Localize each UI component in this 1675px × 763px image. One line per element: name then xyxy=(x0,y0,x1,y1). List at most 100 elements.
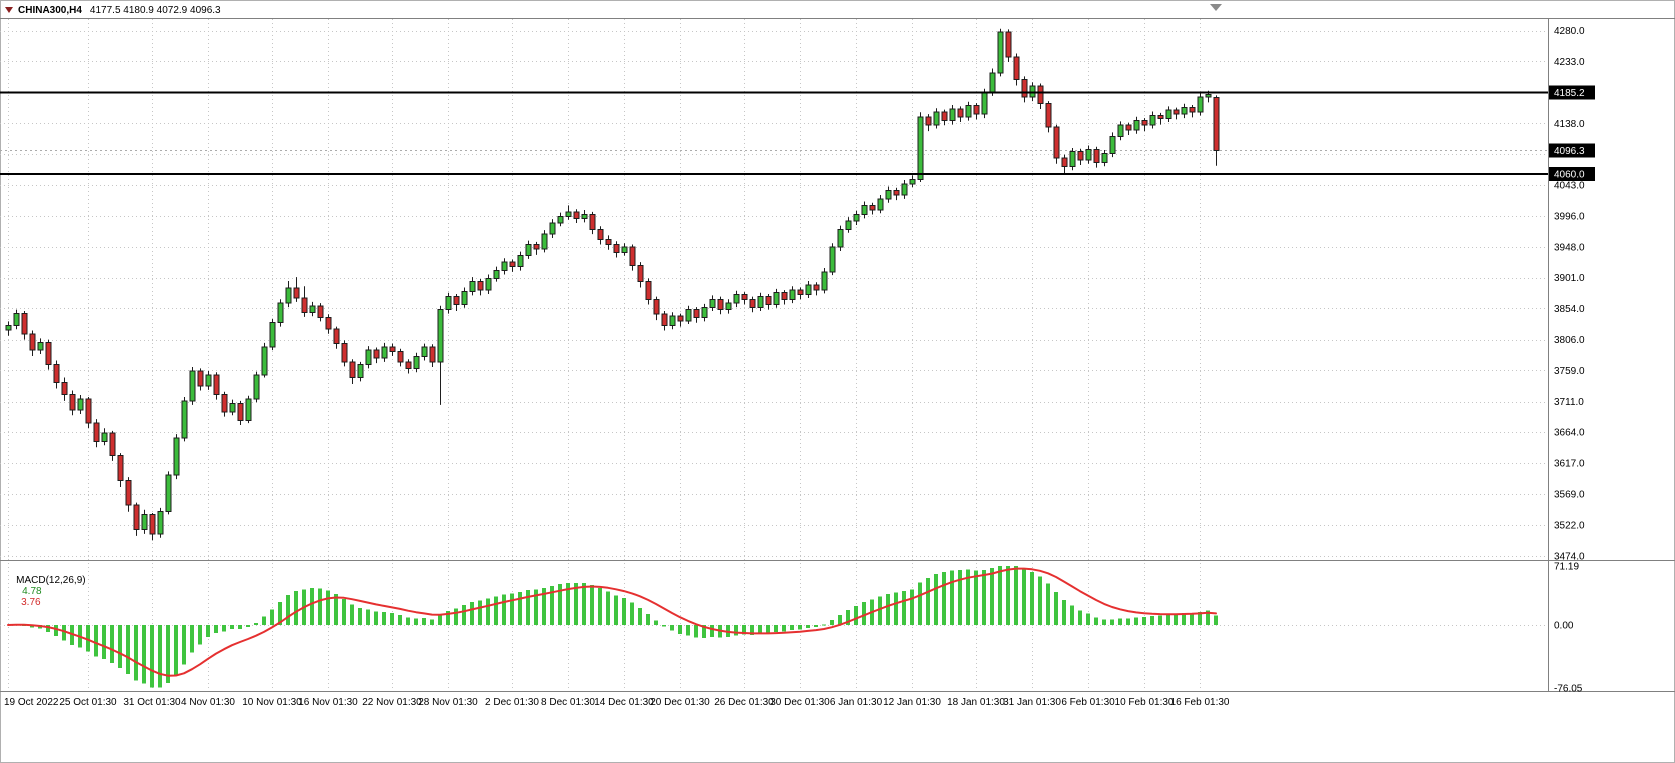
candle xyxy=(877,194,884,214)
svg-text:4185.2: 4185.2 xyxy=(1554,88,1585,99)
candle xyxy=(653,296,660,321)
candle xyxy=(541,230,548,253)
candle xyxy=(661,310,668,331)
candle xyxy=(469,277,476,296)
svg-text:71.19: 71.19 xyxy=(1554,562,1579,573)
candle xyxy=(61,377,68,401)
svg-text:3569.0: 3569.0 xyxy=(1554,490,1585,501)
candle xyxy=(1109,132,1116,158)
candle xyxy=(189,367,196,405)
candle xyxy=(1061,154,1068,174)
svg-text:3474.0: 3474.0 xyxy=(1554,552,1585,563)
candle xyxy=(317,303,324,322)
candle xyxy=(1101,150,1108,167)
candle xyxy=(1173,107,1180,120)
candle xyxy=(301,286,308,317)
macd-line-value: 4.78 xyxy=(22,586,42,597)
svg-text:14 Dec 01:30: 14 Dec 01:30 xyxy=(594,697,654,708)
candle xyxy=(493,266,500,282)
candle xyxy=(709,295,716,311)
candle xyxy=(901,179,908,199)
svg-text:2 Dec 01:30: 2 Dec 01:30 xyxy=(485,697,539,708)
candle xyxy=(397,348,404,367)
candle xyxy=(461,287,468,308)
candle xyxy=(357,361,364,382)
candle xyxy=(685,305,692,325)
svg-text:3901.0: 3901.0 xyxy=(1554,273,1585,284)
candle xyxy=(293,277,300,302)
candle xyxy=(1141,118,1148,132)
svg-text:30 Dec 01:30: 30 Dec 01:30 xyxy=(770,697,830,708)
price-axis[interactable]: 4280.0 4233.0 4138.0 4043.0 3996.0 3948.0 3901… xyxy=(1554,26,1585,562)
svg-text:12 Jan 01:30: 12 Jan 01:30 xyxy=(883,697,941,708)
candle xyxy=(453,294,460,311)
svg-text:3806.0: 3806.0 xyxy=(1554,335,1585,346)
svg-text:3664.0: 3664.0 xyxy=(1554,428,1585,439)
candle xyxy=(1213,95,1220,166)
candle xyxy=(805,281,812,298)
candle xyxy=(813,282,820,296)
svg-text:16 Nov 01:30: 16 Nov 01:30 xyxy=(298,697,358,708)
candle xyxy=(1077,148,1084,165)
candle xyxy=(517,251,524,271)
svg-text:4060.0: 4060.0 xyxy=(1554,170,1585,181)
candle xyxy=(853,210,860,225)
symbol-timeframe-label: CHINA300,H4 xyxy=(18,4,82,16)
svg-text:31 Oct 01:30: 31 Oct 01:30 xyxy=(123,697,181,708)
svg-text:26 Dec 01:30: 26 Dec 01:30 xyxy=(714,697,774,708)
candle xyxy=(1021,76,1028,103)
chart-title: CHINA300,H4 4177.5 4180.9 4072.9 4096.3 xyxy=(5,3,221,17)
candle xyxy=(701,303,708,322)
ohlc-values: 4177.5 4180.9 4072.9 4096.3 xyxy=(89,4,221,16)
candle xyxy=(757,292,764,311)
price-tag: 4185.2 xyxy=(1549,85,1595,100)
svg-text:10 Feb 01:30: 10 Feb 01:30 xyxy=(1115,697,1174,708)
candle xyxy=(205,370,212,390)
time-axis[interactable]: 19 Oct 2022 25 Oct 01:30 31 Oct 01:30 4 Nov… xyxy=(4,697,1230,708)
symbol-dropdown-icon[interactable] xyxy=(5,7,13,13)
chart-shift-marker-icon xyxy=(1210,4,1222,11)
candle xyxy=(677,313,684,327)
candle xyxy=(821,267,828,294)
macd-axis[interactable]: 71.19 0.00 -76.05 xyxy=(1554,562,1583,695)
svg-text:4043.0: 4043.0 xyxy=(1554,181,1585,192)
chart-plot-area[interactable] xyxy=(0,19,1548,561)
candle xyxy=(229,399,236,416)
candle xyxy=(29,330,36,356)
candle xyxy=(565,205,572,220)
svg-text:25 Oct 01:30: 25 Oct 01:30 xyxy=(59,697,117,708)
candle xyxy=(957,106,964,122)
candle xyxy=(309,301,316,317)
candle xyxy=(973,103,980,120)
candle xyxy=(269,318,276,351)
candle xyxy=(909,175,916,188)
candle xyxy=(109,430,116,461)
candle xyxy=(381,342,388,362)
svg-text:3617.0: 3617.0 xyxy=(1554,458,1585,469)
svg-text:4096.3: 4096.3 xyxy=(1554,146,1585,157)
candle xyxy=(221,391,228,417)
macd-indicator-label: MACD(12,26,9) 4.78 3.76 xyxy=(5,564,85,619)
candle xyxy=(549,219,556,238)
candle xyxy=(429,344,436,368)
candle xyxy=(829,243,836,276)
candle xyxy=(925,114,932,132)
panel-separators xyxy=(0,18,1675,692)
svg-text:-76.05: -76.05 xyxy=(1554,684,1583,695)
candle xyxy=(773,288,780,308)
candle xyxy=(445,292,452,314)
svg-text:31 Jan 01:30: 31 Jan 01:30 xyxy=(1003,697,1061,708)
candle xyxy=(1013,53,1020,86)
macd-plot-area[interactable] xyxy=(0,561,1548,692)
svg-text:10 Nov 01:30: 10 Nov 01:30 xyxy=(242,697,302,708)
price-tag: 4096.3 xyxy=(1549,143,1595,158)
candle xyxy=(845,217,852,233)
candle xyxy=(861,201,868,219)
svg-text:4138.0: 4138.0 xyxy=(1554,119,1585,130)
candle xyxy=(21,310,28,340)
candle xyxy=(765,294,772,310)
candle xyxy=(789,286,796,304)
candle xyxy=(949,105,956,125)
